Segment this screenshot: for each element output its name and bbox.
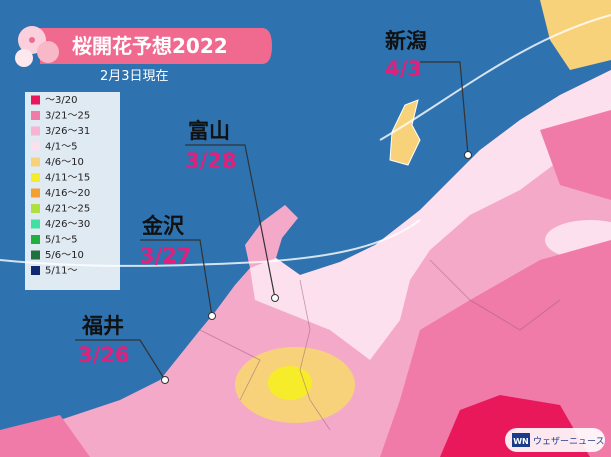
map: 桜開花予想2022 2月3日現在 ～3/20 3/21～25 3/26～31 4/1～… (0, 0, 611, 457)
city-date: 3/27 (140, 244, 192, 268)
legend-swatch (31, 173, 40, 182)
city-name: 福井 (81, 314, 124, 338)
legend-label: 4/11～15 (45, 173, 90, 184)
legend-swatch (31, 96, 40, 105)
city-point (272, 295, 279, 302)
legend-label: 4/26～30 (45, 219, 90, 230)
legend-swatch (31, 142, 40, 151)
logo: WN ウェザーニュース (505, 428, 605, 452)
legend-label: 4/21～25 (45, 204, 90, 215)
legend-swatch (31, 266, 40, 275)
city-name: 富山 (188, 119, 230, 143)
city-date: 3/26 (78, 343, 130, 367)
legend-swatch (31, 158, 40, 167)
legend-label: 3/21～25 (45, 111, 90, 122)
legend-label: 4/6～10 (45, 157, 84, 168)
legend-label: 4/1～5 (45, 142, 77, 153)
legend-label: 4/16～20 (45, 188, 90, 199)
city-name: 新潟 (385, 29, 427, 53)
legend-swatch (31, 189, 40, 198)
city-name: 金沢 (141, 214, 185, 238)
city-date: 4/3 (385, 57, 422, 81)
city-point (162, 377, 169, 384)
logo-text: ウェザーニュース (533, 436, 605, 447)
city-point (209, 313, 216, 320)
legend-swatch (31, 235, 40, 244)
title: 桜開花予想2022 (72, 34, 228, 58)
city-point (465, 152, 472, 159)
legend-label: ～3/20 (45, 95, 77, 106)
legend-swatch (31, 251, 40, 260)
city-date: 3/28 (185, 149, 237, 173)
date: 2月3日現在 (100, 69, 169, 84)
legend-label: 5/11～ (45, 266, 77, 277)
legend-swatch (31, 204, 40, 213)
legend-swatch (31, 220, 40, 229)
legend-label: 3/26～31 (45, 126, 90, 137)
legend-swatch (31, 127, 40, 136)
mountain-core (268, 366, 312, 400)
legend-label: 5/6～10 (45, 250, 84, 261)
legend-label: 5/1～5 (45, 235, 77, 246)
logo-mark: WN (513, 437, 529, 446)
legend-swatch (31, 111, 40, 120)
